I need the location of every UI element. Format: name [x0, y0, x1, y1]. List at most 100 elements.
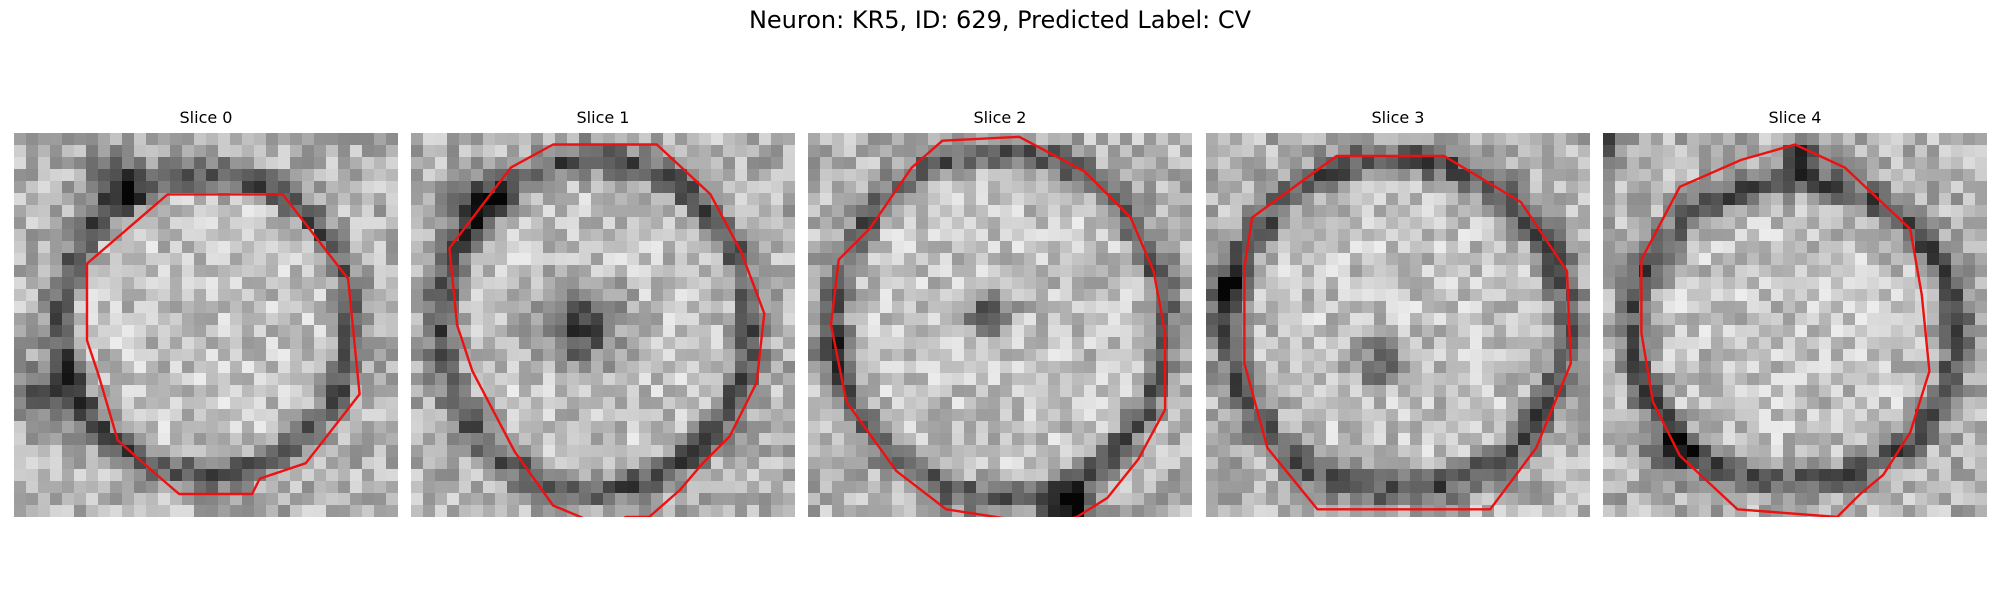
pixel-cell — [1156, 337, 1169, 350]
pixel-cell — [687, 457, 700, 470]
pixel-cell — [1156, 265, 1169, 278]
pixel-cell — [1266, 217, 1279, 230]
pixel-cell — [374, 169, 387, 182]
pixel-cell — [122, 145, 135, 158]
pixel-cell — [1566, 133, 1579, 146]
pixel-cell — [266, 337, 279, 350]
pixel-cell — [808, 205, 821, 218]
pixel-cell — [1675, 433, 1688, 446]
pixel-cell — [615, 193, 628, 206]
pixel-cell — [1699, 445, 1712, 458]
pixel-cell — [302, 409, 315, 422]
pixel-cell — [1362, 457, 1375, 470]
pixel-cell — [1290, 145, 1303, 158]
pixel-cell — [1879, 361, 1892, 374]
pixel-cell — [459, 241, 472, 254]
pixel-cell — [50, 181, 63, 194]
pixel-cell — [1024, 289, 1037, 302]
pixel-cell — [1266, 241, 1279, 254]
pixel-cell — [1723, 445, 1736, 458]
pixel-cell — [314, 193, 327, 206]
pixel-cell — [314, 409, 327, 422]
pixel-cell — [1168, 445, 1181, 458]
pixel-cell — [1867, 421, 1880, 434]
pixel-cell — [1759, 445, 1772, 458]
pixel-cell — [1096, 457, 1109, 470]
pixel-cell — [1434, 265, 1447, 278]
pixel-cell — [1494, 205, 1507, 218]
pixel-cell — [411, 205, 424, 218]
pixel-cell — [1168, 193, 1181, 206]
pixel-cell — [471, 133, 484, 146]
pixel-cell — [1060, 397, 1073, 410]
pixel-cell — [386, 361, 398, 374]
pixel-cell — [1302, 205, 1315, 218]
pixel-cell — [1795, 433, 1808, 446]
pixel-cell — [675, 469, 688, 482]
pixel-cell — [1168, 229, 1181, 242]
pixel-cell — [1735, 145, 1748, 158]
pixel-cell — [771, 277, 784, 290]
pixel-cell — [940, 409, 953, 422]
pixel-cell — [266, 445, 279, 458]
pixel-cell — [1506, 229, 1519, 242]
pixel-cell — [1615, 145, 1628, 158]
pixel-cell — [1012, 361, 1025, 374]
pixel-cell — [1180, 157, 1192, 170]
pixel-cell — [543, 385, 556, 398]
pixel-cell — [1230, 241, 1243, 254]
pixel-cell — [964, 433, 977, 446]
pixel-cell — [74, 289, 87, 302]
pixel-cell — [1242, 421, 1255, 434]
pixel-cell — [1819, 361, 1832, 374]
pixel-cell — [1915, 217, 1928, 230]
pixel-cell — [928, 481, 941, 494]
pixel-cell — [374, 361, 387, 374]
pixel-cell — [62, 145, 75, 158]
pixel-cell — [639, 373, 652, 386]
pixel-cell — [735, 133, 748, 146]
pixel-cell — [1819, 229, 1832, 242]
slice-image-2 — [808, 133, 1192, 517]
pixel-cell — [1711, 253, 1724, 266]
pixel-cell — [1795, 325, 1808, 338]
pixel-cell — [326, 169, 339, 182]
pixel-cell — [904, 277, 917, 290]
pixel-cell — [1144, 373, 1157, 386]
pixel-cell — [1891, 433, 1904, 446]
pixel-cell — [362, 469, 375, 482]
pixel-cell — [976, 397, 989, 410]
pixel-cell — [723, 397, 736, 410]
pixel-cell — [1230, 325, 1243, 338]
pixel-cell — [916, 265, 929, 278]
pixel-cell — [543, 337, 556, 350]
pixel-cell — [603, 133, 616, 146]
pixel-cell — [615, 481, 628, 494]
pixel-cell — [242, 253, 255, 266]
pixel-cell — [206, 397, 219, 410]
pixel-cell — [1542, 133, 1555, 146]
pixel-cell — [1963, 157, 1976, 170]
pixel-cell — [1096, 265, 1109, 278]
pixel-cell — [820, 337, 833, 350]
pixel-cell — [471, 397, 484, 410]
pixel-cell — [326, 289, 339, 302]
pixel-cell — [627, 277, 640, 290]
pixel-cell — [1470, 349, 1483, 362]
pixel-cell — [1506, 157, 1519, 170]
pixel-cell — [374, 349, 387, 362]
pixel-cell — [952, 493, 965, 506]
pixel-cell — [1759, 337, 1772, 350]
pixel-cell — [1867, 445, 1880, 458]
pixel-cell — [1735, 313, 1748, 326]
pixel-cell — [1975, 385, 1987, 398]
pixel-cell — [1615, 433, 1628, 446]
pixel-cell — [591, 193, 604, 206]
pixel-cell — [1434, 349, 1447, 362]
pixel-cell — [1206, 457, 1219, 470]
pixel-cell — [699, 505, 712, 517]
pixel-cell — [771, 241, 784, 254]
pixel-cell — [1699, 289, 1712, 302]
pixel-cell — [940, 445, 953, 458]
pixel-cell — [820, 493, 833, 506]
